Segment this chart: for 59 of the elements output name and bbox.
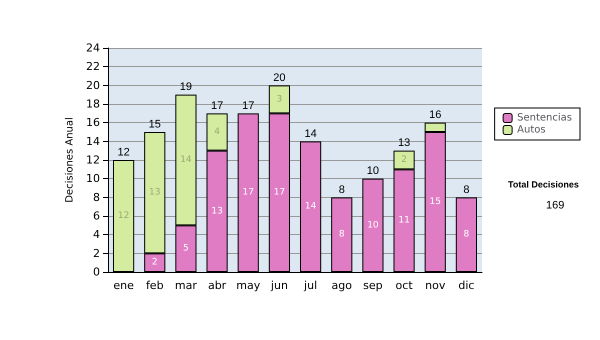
total-label: 8 — [463, 184, 470, 196]
data-label: 15 — [430, 197, 441, 207]
y-tick-label: 20 — [86, 78, 100, 92]
x-tick-label: oct — [396, 279, 414, 292]
legend-label: Autos — [517, 124, 546, 136]
y-tick-label: 12 — [86, 154, 100, 166]
y-tick-label: 18 — [86, 98, 100, 110]
total-label: 19 — [180, 81, 192, 94]
text: Total Decisiones — [508, 180, 579, 190]
data-label: 17 — [274, 188, 286, 198]
y-axis-title: Decisiones Anual — [64, 117, 76, 203]
total-label: 17 — [242, 100, 254, 112]
x-tick-label: may — [236, 279, 261, 292]
total-label: 15 — [148, 118, 161, 130]
y-tick-label: 14 — [86, 134, 100, 148]
x-tick-label: nov — [425, 279, 446, 292]
data-label: 12 — [118, 211, 130, 221]
y-tick-label: 22 — [86, 60, 100, 74]
y-tick-label: 2 — [93, 246, 100, 260]
total-label: 17 — [210, 100, 224, 112]
x-tick-label: dic — [458, 279, 474, 292]
total-label: 14 — [304, 128, 317, 140]
x-tick-label: abr — [208, 279, 227, 292]
y-tick-label: 24 — [86, 42, 100, 54]
data-label: 8 — [464, 230, 470, 240]
total-label: 8 — [338, 184, 345, 196]
x-tick-label: jun — [270, 279, 288, 292]
y-tick-label: 10 — [86, 172, 100, 186]
data-label: 3 — [276, 94, 282, 104]
total-label: 13 — [398, 137, 410, 150]
x-tick-label: ene — [113, 279, 134, 292]
legend-label: Sentencias — [517, 112, 572, 124]
y-tick-label: 6 — [93, 210, 100, 222]
x-tick-label: feb — [146, 279, 164, 292]
y-tick-label: 4 — [93, 228, 100, 242]
data-label: 11 — [398, 216, 410, 226]
y-tick-label: 16 — [86, 116, 100, 130]
total-label: 16 — [429, 109, 442, 122]
x-tick-label: ago — [332, 279, 352, 292]
text: 169 — [546, 200, 564, 212]
data-label: 14 — [180, 155, 192, 165]
x-tick-label: sep — [363, 279, 383, 292]
y-tick-label: 8 — [93, 190, 100, 204]
data-label: 14 — [304, 202, 317, 212]
x-tick-label: jul — [303, 279, 318, 292]
data-label: 10 — [367, 220, 379, 230]
data-label: 4 — [214, 127, 220, 137]
total-label: 20 — [273, 72, 286, 84]
data-label: 8 — [338, 230, 345, 240]
data-label: 5 — [183, 244, 189, 254]
data-label: 17 — [242, 188, 254, 198]
y-tick-label: 0 — [93, 266, 100, 278]
data-label: 2 — [152, 258, 158, 268]
data-label: 13 — [149, 188, 160, 198]
total-label: 10 — [366, 165, 380, 178]
x-tick-label: mar — [174, 279, 198, 292]
data-label: 13 — [211, 206, 223, 216]
total-label: 12 — [117, 146, 130, 158]
data-label: 2 — [401, 155, 407, 165]
